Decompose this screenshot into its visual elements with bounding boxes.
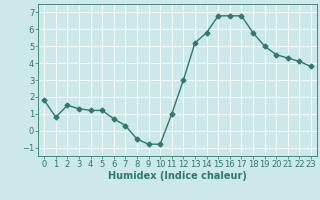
X-axis label: Humidex (Indice chaleur): Humidex (Indice chaleur) — [108, 171, 247, 181]
